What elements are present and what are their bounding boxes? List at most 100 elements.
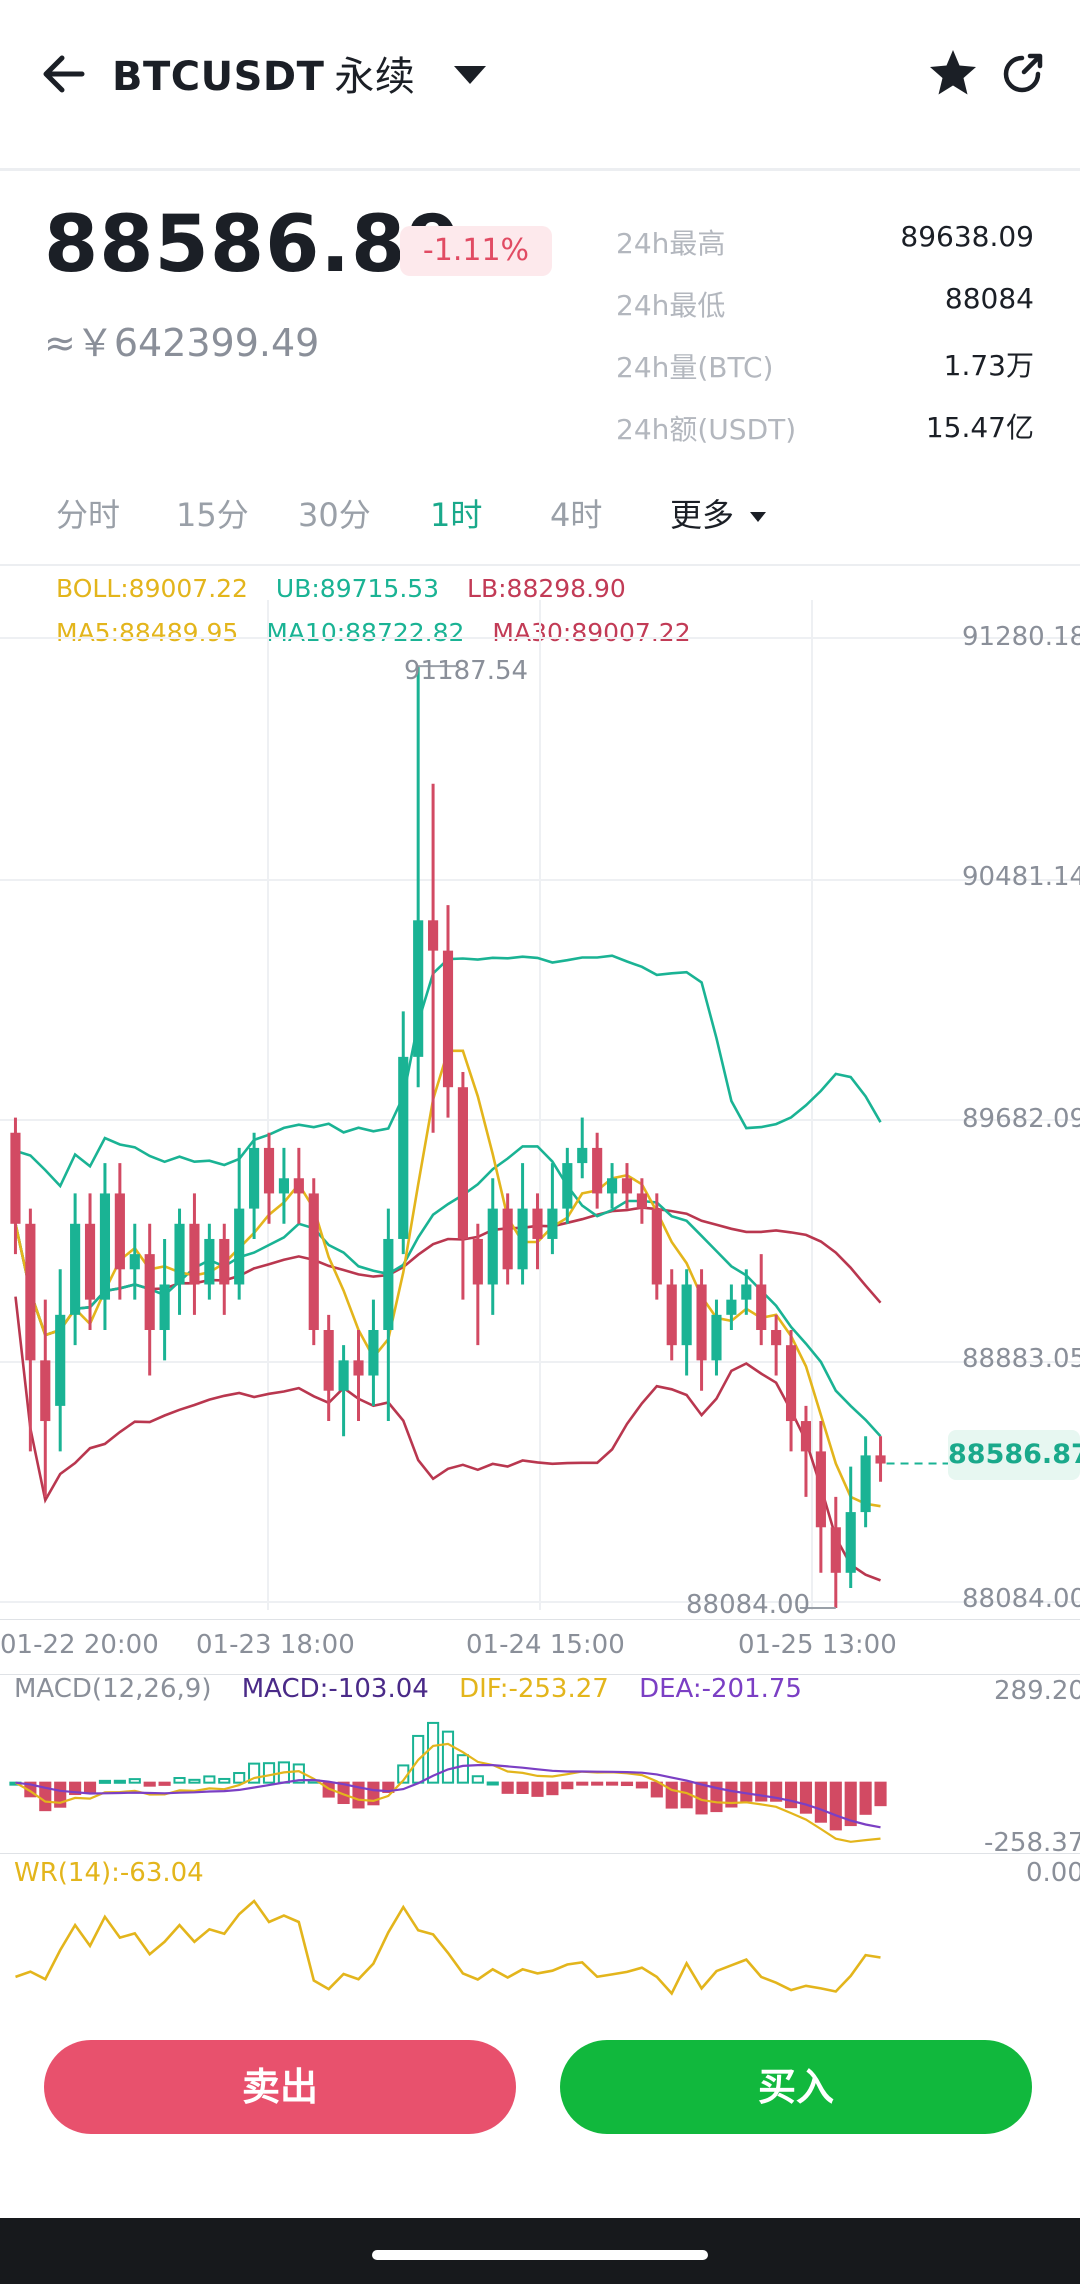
macd-bar (755, 1781, 768, 1802)
macd-legend: MACD(12,26,9) MACD:-103.04 DIF:-253.27 D… (14, 1674, 824, 1704)
x-axis-label: 01-25 13:00 (738, 1630, 897, 1660)
candle-body (159, 1284, 170, 1331)
candle-body (532, 1208, 543, 1239)
candle-body (442, 950, 454, 1088)
macd-bar (83, 1781, 97, 1794)
candle-body (428, 920, 439, 951)
macd-bar (829, 1781, 842, 1831)
wr-chart (15, 1899, 881, 1996)
macd-bar (725, 1781, 738, 1808)
macd-bar (665, 1781, 678, 1809)
share-icon[interactable] (1000, 50, 1046, 96)
candle-body (25, 1223, 36, 1361)
home-indicator[interactable] (372, 2250, 708, 2260)
candle-body (278, 1178, 290, 1194)
macd-bar (620, 1781, 634, 1787)
candle-body (114, 1193, 125, 1270)
stat-low-value: 88084 (944, 282, 1034, 315)
candle-body (621, 1178, 633, 1194)
candle-body (800, 1421, 812, 1452)
ma30-value: MA30:89007.22 (492, 618, 691, 647)
buy-button[interactable]: 买入 (560, 2040, 1032, 2134)
candle-body (40, 1360, 51, 1422)
candle-body (129, 1254, 140, 1270)
boll-ub-value: UB:89715.53 (275, 574, 440, 603)
boll-lb-value: LB:88298.90 (467, 574, 626, 603)
stat-volume-label: 24h量(BTC) (616, 351, 774, 384)
candle-body (592, 1147, 603, 1194)
macd-bar (427, 1721, 440, 1784)
max-price-label: 91187.54 (404, 656, 529, 686)
tab-4h[interactable]: 4时 (550, 496, 603, 534)
candle-body (785, 1345, 797, 1422)
macd-bar (605, 1781, 619, 1786)
macd-bar (143, 1781, 156, 1787)
macd-axis-top: 289.20 (994, 1676, 1080, 1706)
candle-body (10, 1132, 21, 1224)
candle-body (144, 1254, 155, 1331)
macd-bar (576, 1781, 589, 1786)
macd-bar (784, 1781, 798, 1809)
x-axis-label: 01-23 18:00 (196, 1630, 355, 1660)
cny-value: ≈￥642399.49 (44, 321, 320, 365)
tab-15m[interactable]: 15分 (176, 496, 249, 534)
candle-body (353, 1360, 364, 1376)
current-price-tag: 88586.87 (948, 1430, 1080, 1480)
stat-turnover-label: 24h额(USDT) (616, 413, 797, 446)
macd-chart (0, 1674, 1080, 1854)
page-title[interactable]: BTCUSDT 永续 (112, 44, 415, 102)
candle-body (666, 1284, 677, 1346)
candle-body (487, 1208, 498, 1285)
stat-volume-value: 1.73万 (943, 349, 1034, 382)
stat-high-value: 89638.09 (900, 220, 1034, 253)
min-price-label: 88084.00 (686, 1590, 811, 1620)
candle-body (99, 1193, 111, 1300)
symbol-dropdown-icon[interactable] (450, 60, 490, 90)
candle-body (249, 1147, 260, 1209)
y-axis-label: 90481.14 (962, 862, 1080, 892)
macd-bar (203, 1775, 216, 1784)
macd-bar (501, 1781, 514, 1794)
macd-bar (471, 1775, 484, 1784)
tab-more[interactable]: 更多 (670, 490, 768, 536)
macd-bar (561, 1781, 574, 1790)
candle-body (323, 1330, 334, 1391)
macd-bar (441, 1730, 455, 1784)
boll-legend: BOLL:89007.22 UB:89715.53 LB:88298.90 (56, 574, 646, 603)
candle-body (204, 1238, 215, 1285)
macd-bar (591, 1781, 604, 1786)
macd-bar (128, 1778, 141, 1784)
candle-body (756, 1284, 767, 1331)
tab-more-label: 更多 (670, 496, 735, 534)
candle-body (398, 1056, 409, 1239)
macd-bar (799, 1781, 813, 1814)
favorite-star-icon[interactable] (926, 46, 980, 100)
ma-legend: MA5:88489.95 MA10:88722.82 MA30:89007.22 (56, 618, 711, 647)
tab-30m[interactable]: 30分 (298, 496, 371, 534)
candle-body (70, 1223, 81, 1315)
macd-bar (69, 1781, 82, 1796)
candle-body (189, 1223, 200, 1285)
tab-timeshare[interactable]: 分时 (56, 496, 121, 534)
boll-value: BOLL:89007.22 (56, 574, 248, 603)
candle-body (472, 1238, 483, 1285)
y-axis-label: 89682.09 (962, 1104, 1080, 1134)
macd-bar (248, 1762, 261, 1784)
macd-bar (352, 1781, 365, 1809)
timeframe-tabs: 分时 15分 30分 1时 4时 更多 (0, 480, 1080, 566)
more-caret-icon (750, 512, 767, 522)
dif-line (14, 1742, 881, 1843)
candle-body (875, 1455, 886, 1464)
candle-body (860, 1455, 871, 1513)
candle-body (84, 1223, 96, 1300)
macd-bar (113, 1779, 126, 1784)
back-arrow-icon[interactable] (38, 46, 94, 102)
candle-body (517, 1208, 528, 1270)
macd-bar (859, 1781, 872, 1815)
candle-body (174, 1223, 185, 1285)
candle-body (368, 1330, 379, 1376)
candle-body (711, 1314, 722, 1361)
sell-button[interactable]: 卖出 (44, 2040, 516, 2134)
candlestick-chart[interactable] (0, 600, 1080, 1620)
tab-1h[interactable]: 1时 (430, 496, 483, 534)
